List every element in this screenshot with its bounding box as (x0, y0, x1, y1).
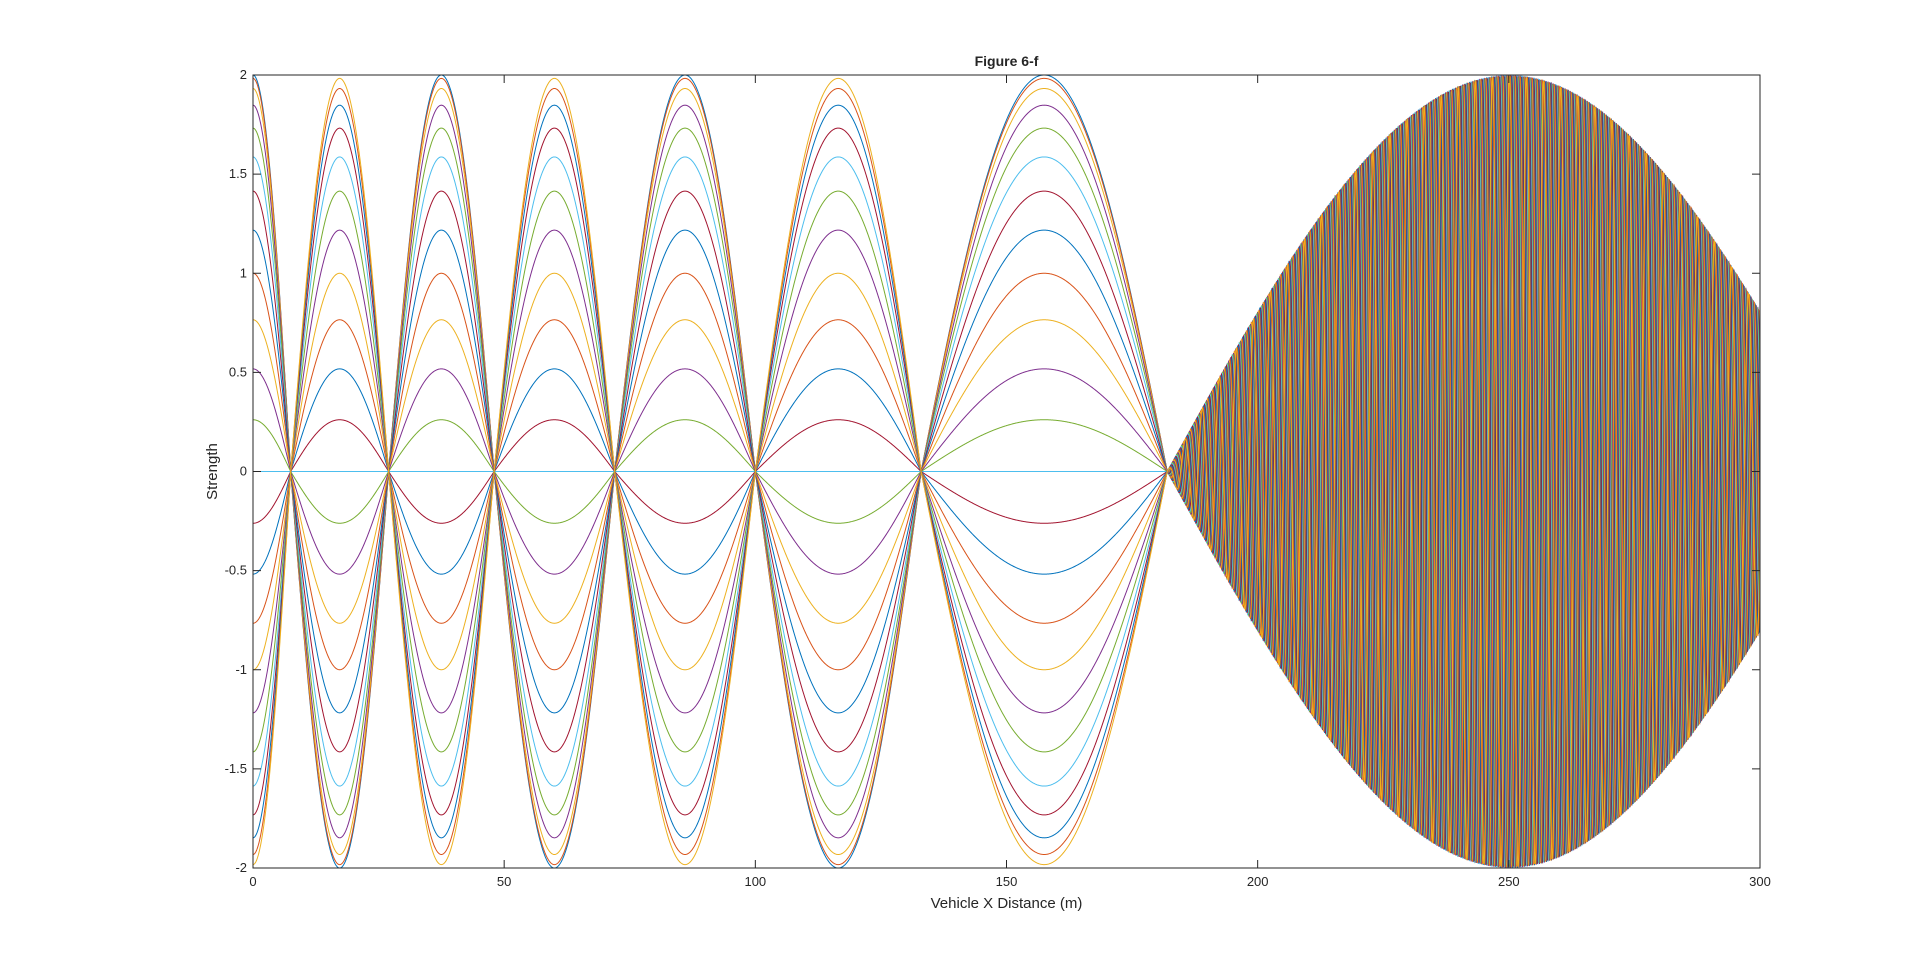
x-tick-label-250: 250 (1498, 874, 1520, 889)
series-line-20 (252, 75, 1761, 868)
series-line-15 (252, 75, 1761, 868)
x-axis-label: Vehicle X Distance (m) (931, 895, 1083, 912)
y-tick-label--0.5: -0.5 (225, 563, 247, 578)
y-tick-label--2: -2 (235, 860, 247, 875)
x-tick-label-0: 0 (249, 874, 256, 889)
chart-title: Figure 6-f (975, 53, 1039, 69)
series-line-17 (252, 75, 1761, 868)
y-tick-label--1.5: -1.5 (225, 761, 247, 776)
series-line-24 (252, 76, 1761, 867)
y-tick-label-0.5: 0.5 (229, 364, 247, 379)
tick-layer: 0 50 100 150 200 250 300 -2 -1.5 -1 -0.5 0 0.5 1 1.5 2 (225, 67, 1771, 889)
x-tick-label-100: 100 (744, 874, 766, 889)
y-tick-label--1: -1 (235, 662, 247, 677)
x-tick-label-300: 300 (1749, 874, 1771, 889)
y-tick-label-1.5: 1.5 (229, 166, 247, 181)
series-line-16 (252, 75, 1761, 868)
x-tick-label-200: 200 (1247, 874, 1269, 889)
y-tick-label-1: 1 (240, 265, 247, 280)
y-tick-label-0: 0 (240, 464, 247, 479)
series-line-18 (252, 75, 1761, 868)
y-axis-label: Strength (204, 443, 221, 500)
series-layer (252, 74, 1761, 869)
series-line-19 (252, 76, 1761, 867)
y-tick-label-2: 2 (240, 67, 247, 82)
series-line-14 (252, 76, 1761, 867)
x-tick-label-50: 50 (497, 874, 511, 889)
x-tick-label-150: 150 (996, 874, 1018, 889)
series-line-21 (252, 75, 1761, 868)
